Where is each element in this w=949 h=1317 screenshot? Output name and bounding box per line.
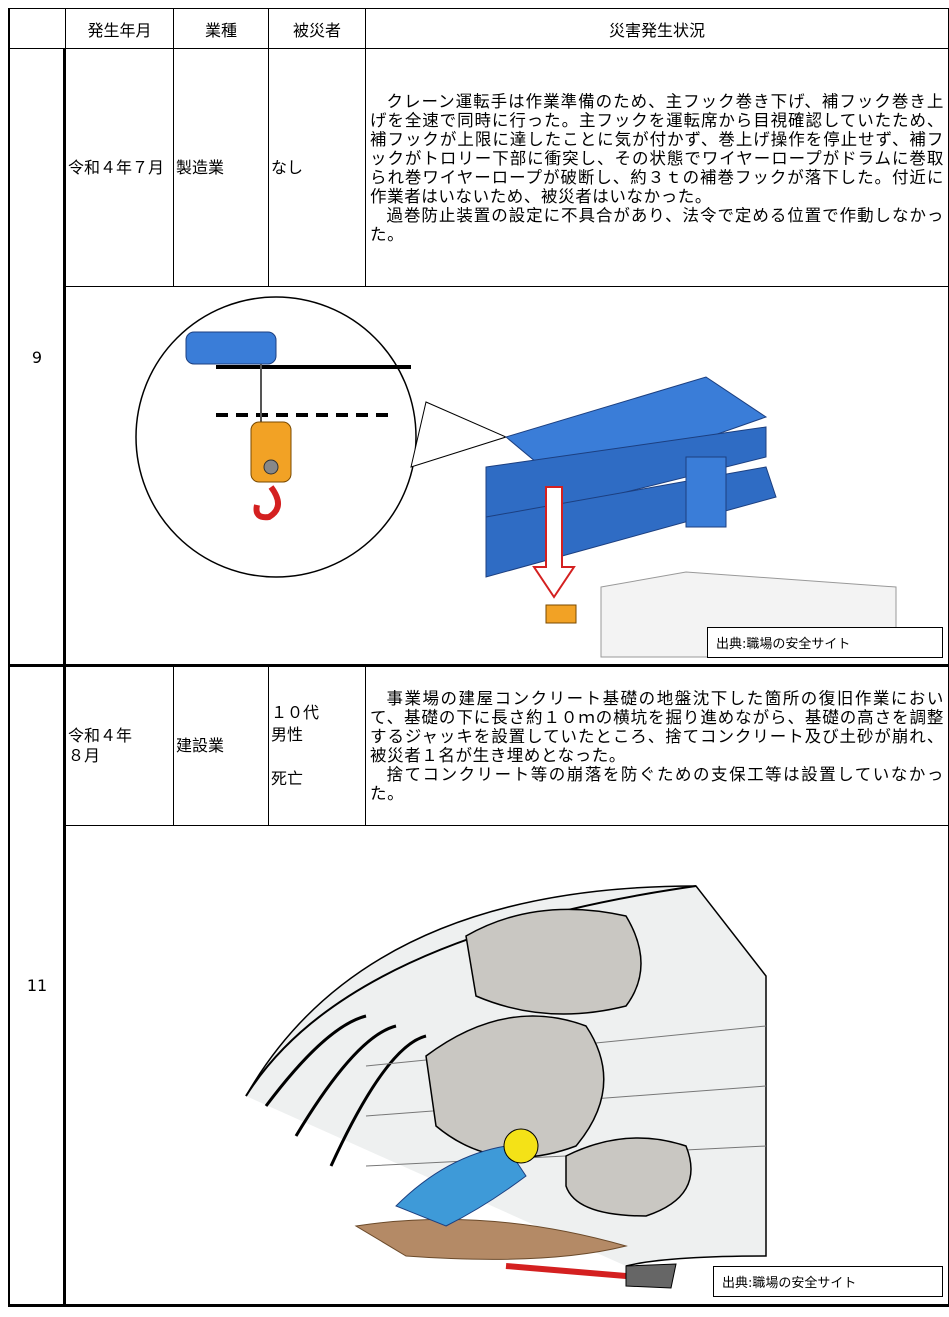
header-cell [8,8,66,49]
header-cell: 被災者 [268,8,366,49]
table-border [8,8,10,1306]
table-border [8,664,949,667]
victim-line: なし [271,157,304,177]
description-paragraph: 捨てコンクリート等の崩落を防ぐための支保工等は設置していなかった。 [370,764,944,803]
victim-line: 男性 [271,724,304,744]
date-line: ８月 [68,745,101,765]
source-caption: 出典:職場の安全サイト [713,1266,943,1297]
victim-cell: １０代 男性 死亡 [268,665,366,826]
source-caption: 出典:職場の安全サイト [707,627,943,658]
date-cell: 令和４年 ８月 [65,665,174,826]
description-paragraph: 過巻防止装置の設定に不具合があり、法令で定める位置で作動しなかった。 [370,205,944,244]
description-paragraph: クレーン運転手は作業準備のため、主フック巻き下げ、補フック巻き上げを全速で同時に… [370,91,944,206]
description-cell: クレーン運転手は作業準備のため、主フック巻き下げ、補フック巻き上げを全速で同時に… [365,48,949,287]
date-line: 令和４年 [68,725,133,745]
header-cell: 災害発生状況 [365,8,949,49]
victim-line: 死亡 [271,768,304,788]
description-cell: 事業場の建屋コンクリート基礎の地盤沈下した箇所の復旧作業において、基礎の下に長さ… [365,665,949,826]
row-number: 11 [8,665,66,1306]
header-cell: 業種 [173,8,269,49]
crane-illustration [135,296,897,658]
table-border [63,48,66,1306]
description-paragraph: 事業場の建屋コンクリート基礎の地盤沈下した箇所の復旧作業において、基礎の下に長さ… [370,688,944,765]
table-border [8,1304,949,1307]
victim-cell: なし [268,48,366,287]
row-number: 9 [8,48,66,666]
tunnel-illustration [245,885,767,1289]
date-cell: 令和４年７月 [65,48,174,287]
industry-cell: 建設業 [173,665,269,826]
header-cell: 発生年月 [65,8,174,49]
industry-cell: 製造業 [173,48,269,287]
victim-line: １０代 [271,702,320,722]
